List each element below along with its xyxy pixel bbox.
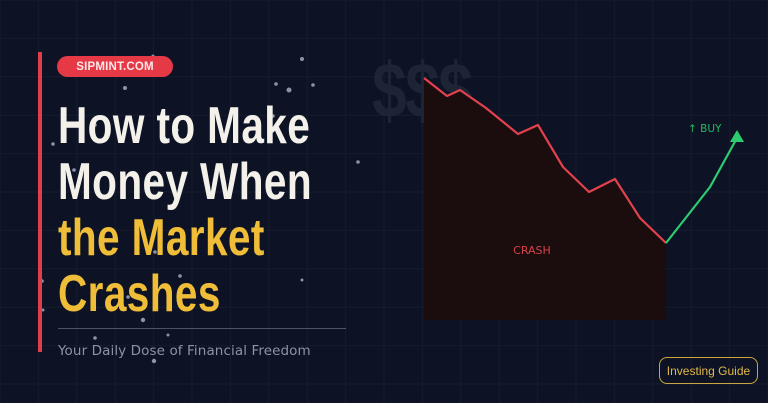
sparkle-dot <box>93 123 97 127</box>
crash-line <box>423 77 667 244</box>
sparkle-dot <box>153 180 157 184</box>
sparkle-dot <box>300 278 304 282</box>
divider <box>58 328 346 329</box>
title-line-highlight: the Market <box>58 209 265 267</box>
sparkle-dot <box>175 128 179 132</box>
sparkle-dot <box>151 358 157 364</box>
sparkle-dot <box>72 168 76 172</box>
crash-label: CRASH <box>513 244 551 257</box>
recovery-line <box>665 137 738 244</box>
sparkle-dot <box>300 57 304 61</box>
sparkle-dot <box>311 83 315 87</box>
sparkle-dot <box>286 87 292 93</box>
sparkle-dot <box>93 336 97 340</box>
accent-bar <box>38 52 42 352</box>
category-tag[interactable]: Investing Guide <box>659 357 758 384</box>
sparkle-dot <box>123 86 127 90</box>
title-line: How to Make <box>58 97 311 155</box>
page-title: How to Make Money When the Market Crashe… <box>58 98 312 322</box>
crash-area-fill <box>424 78 666 320</box>
sparkle-dot <box>271 114 275 118</box>
sparkle-dot <box>41 308 45 312</box>
title-line: Money When <box>58 153 313 211</box>
tagline: Your Daily Dose of Financial Freedom <box>58 343 311 359</box>
sparkle-dot <box>178 274 182 278</box>
sparkle-dot <box>51 142 55 146</box>
sparkle-dot <box>153 250 157 254</box>
sparkle-dot <box>166 333 170 337</box>
sparkle-dot <box>356 160 360 164</box>
brand-badge[interactable]: SIPMINT.COM <box>57 56 173 77</box>
buy-label: ↑ BUY <box>688 123 722 135</box>
title-line-highlight: Crashes <box>58 265 221 323</box>
sparkle-dot <box>126 295 130 299</box>
up-arrow-icon <box>730 130 744 142</box>
sparkle-dot <box>274 82 278 86</box>
sparkle-dot <box>140 317 146 323</box>
